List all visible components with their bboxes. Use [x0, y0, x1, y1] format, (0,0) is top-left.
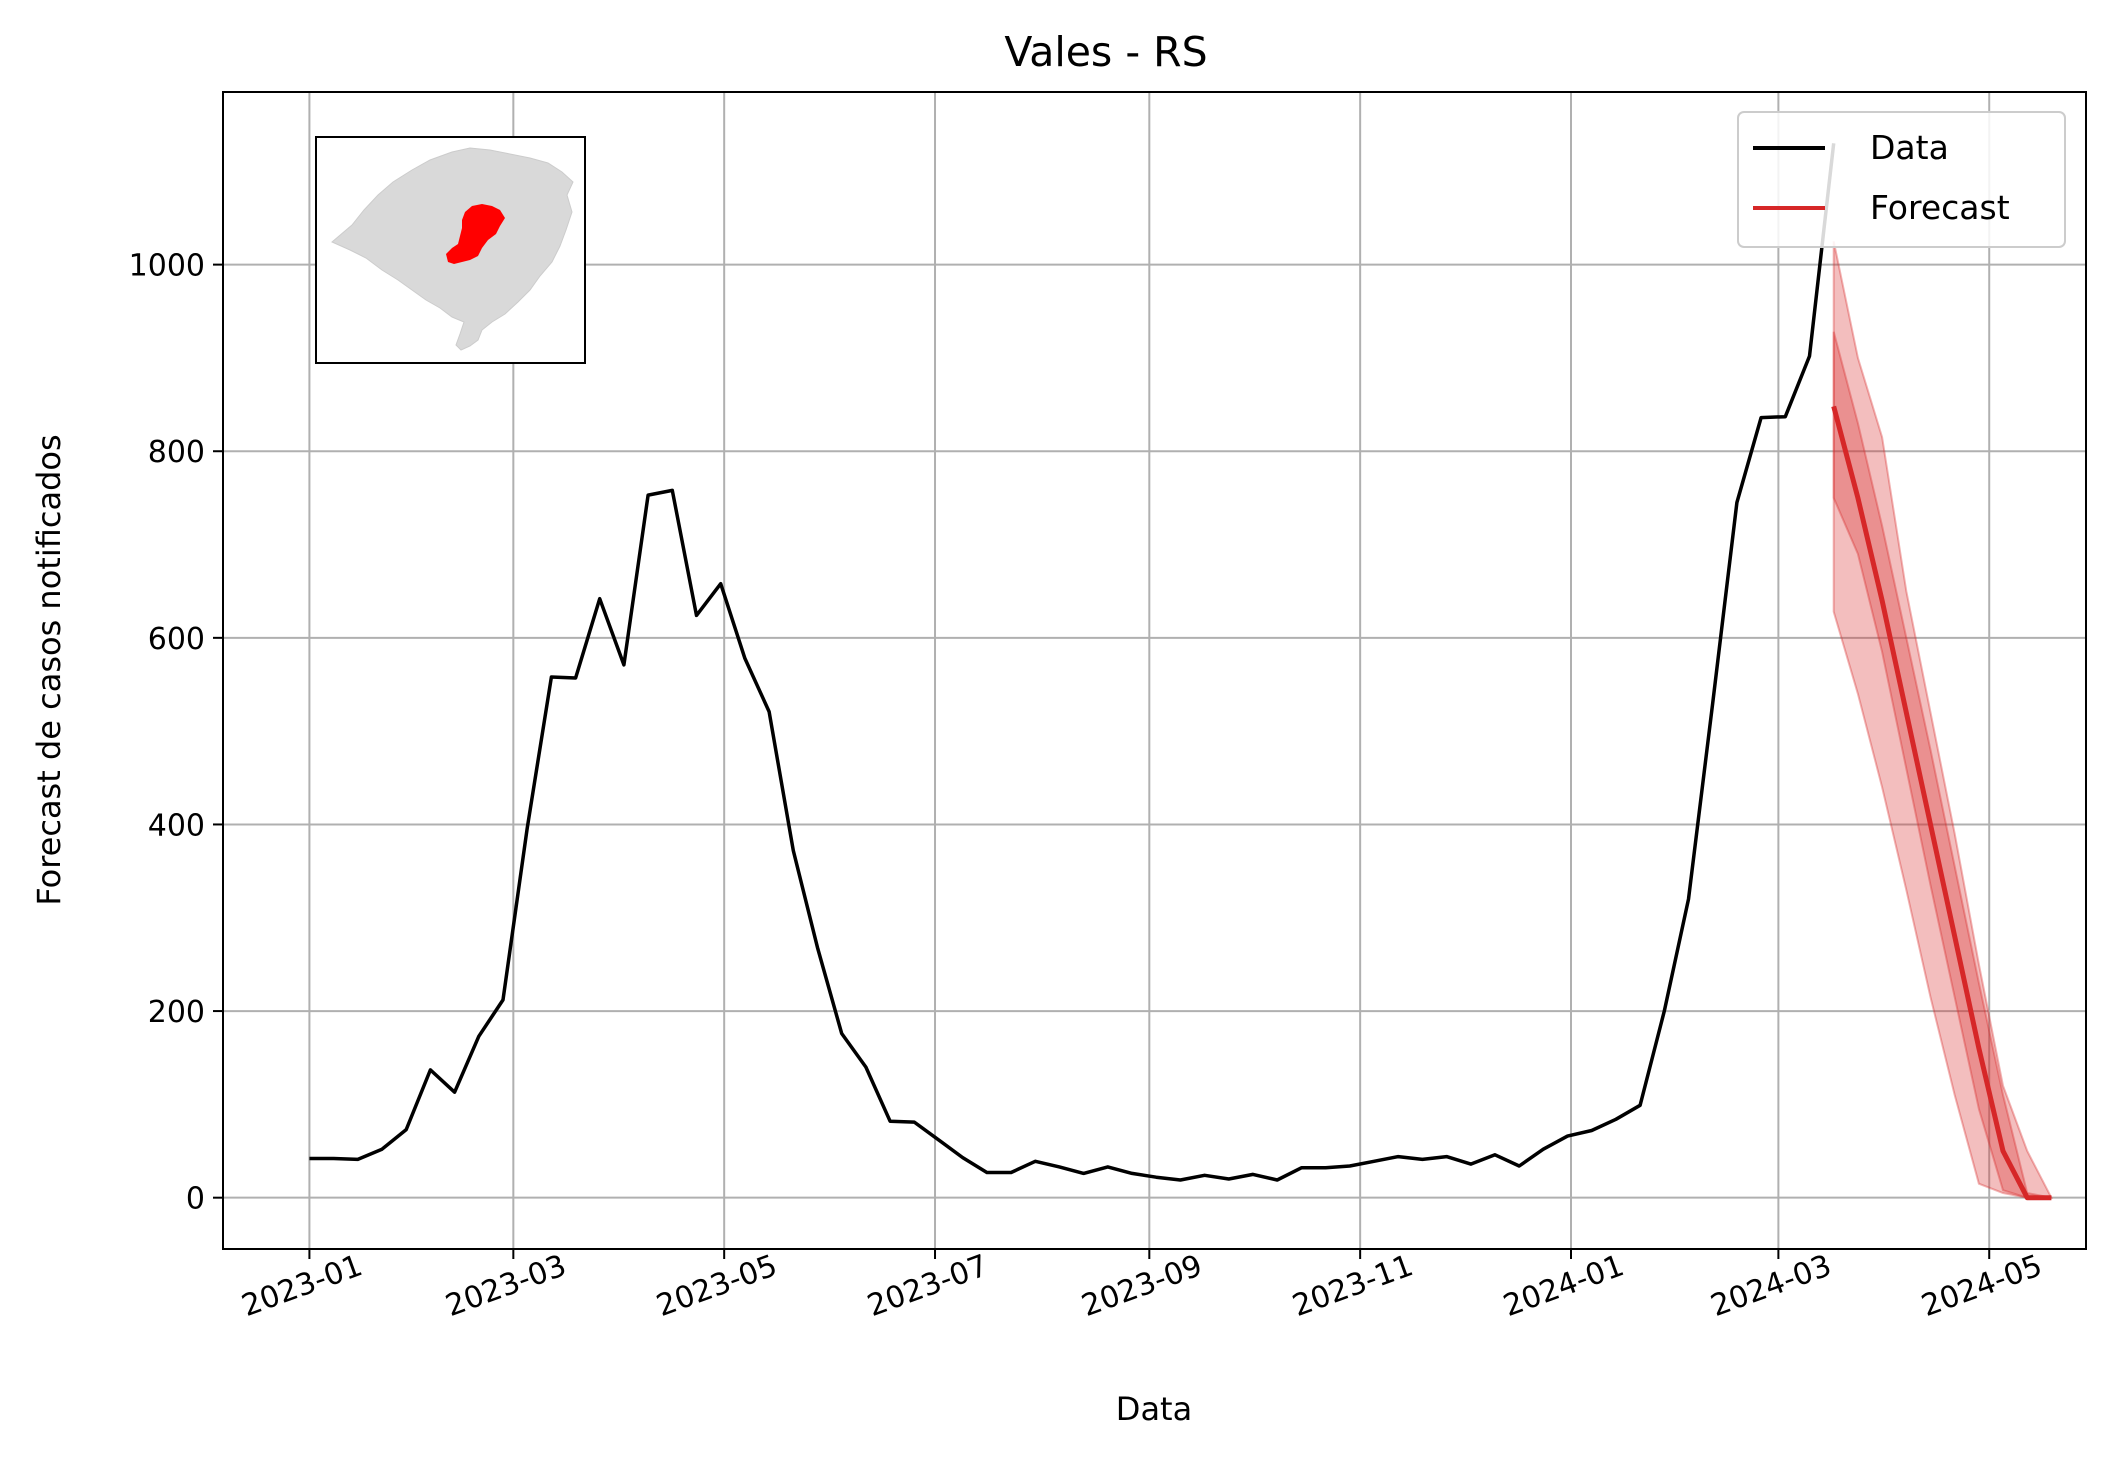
forecast-inner-band: [1832, 331, 2052, 1199]
legend-label-data: Data: [1870, 128, 1949, 167]
y-tick-label: 0: [186, 1182, 205, 1217]
y-axis-ticks: 0 200 400 600 800 1000: [129, 249, 223, 1217]
y-tick-label: 400: [148, 808, 205, 843]
x-tick-label: 2024-03: [1706, 1248, 1836, 1324]
forecast-outer-band: [1832, 241, 2054, 1199]
forecast-series-line: [1831, 405, 2052, 1201]
y-tick-label: 1000: [129, 249, 205, 284]
x-tick-label: 2023-01: [237, 1248, 367, 1324]
plot-frame: [222, 91, 2087, 1250]
y-tick-label: 800: [148, 435, 205, 470]
x-axis-ticks: 2023-01 2023-03 2023-05 2023-07 2023-09 2023-…: [237, 1248, 2047, 1324]
grid-lines: [223, 92, 2086, 1249]
x-tick-label: 2024-05: [1917, 1248, 2047, 1324]
x-tick-label: 2024-01: [1499, 1248, 1629, 1324]
legend-box: [1737, 111, 2066, 248]
y-tick-label: 600: [148, 622, 205, 657]
x-tick-label: 2023-11: [1288, 1248, 1418, 1324]
forecast-bands: [1832, 241, 2054, 1199]
x-tick-label: 2023-07: [863, 1248, 993, 1324]
vales-region-highlight: [446, 204, 505, 264]
x-tick-label: 2023-09: [1077, 1248, 1207, 1324]
y-axis-label: Forecast de casos notificados: [30, 434, 68, 905]
legend: Data Forecast: [1737, 111, 2066, 248]
x-tick-label: 2023-05: [652, 1248, 782, 1324]
data-series-line: [309, 143, 1836, 1182]
legend-label-forecast: Forecast: [1870, 188, 2010, 227]
series-lines: [309, 143, 2052, 1201]
inset-map: [315, 136, 586, 364]
x-axis-label: Data: [1116, 1390, 1192, 1428]
chart-title: Vales - RS: [1004, 28, 1207, 76]
x-tick-label: 2023-03: [441, 1248, 571, 1324]
y-tick-label: 200: [148, 995, 205, 1030]
